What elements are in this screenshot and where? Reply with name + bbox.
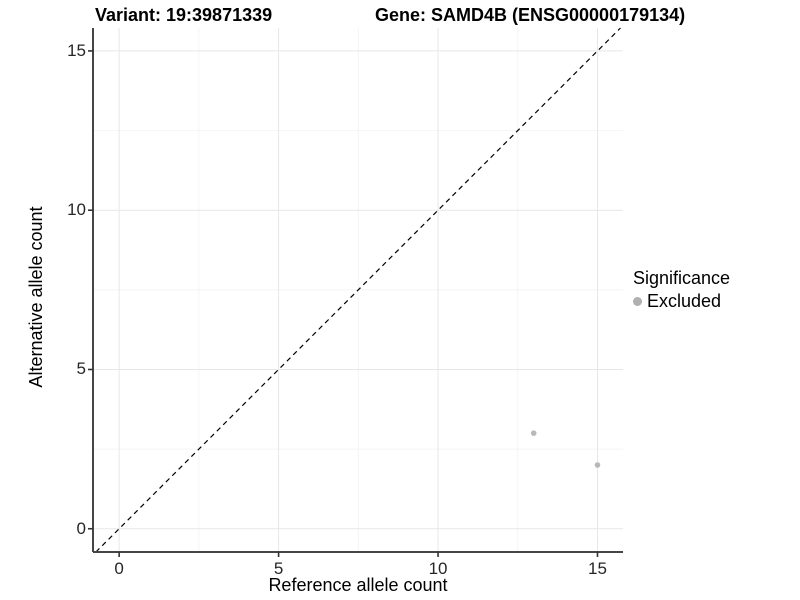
x-tick-label: 15 bbox=[588, 559, 607, 578]
x-tick-label: 5 bbox=[273, 559, 284, 578]
legend-entry: Excluded bbox=[633, 291, 730, 312]
x-axis-title: Reference allele count bbox=[268, 575, 448, 595]
gene-title: Gene: SAMD4B (ENSG00000179134) bbox=[375, 5, 686, 25]
legend: Significance Excluded bbox=[633, 268, 730, 312]
y-tick-label: 5 bbox=[76, 359, 86, 379]
variant-title: Variant: 19:39871339 bbox=[95, 5, 273, 25]
y-axis-title: Alternative allele count bbox=[26, 206, 46, 388]
legend-point-icon bbox=[633, 297, 642, 306]
x-tick-label: 10 bbox=[428, 559, 448, 578]
y-tick-label: 0 bbox=[76, 518, 86, 538]
y-tick-label: 15 bbox=[67, 40, 86, 60]
x-tick-label: 0 bbox=[114, 559, 124, 578]
legend-title: Significance bbox=[633, 268, 731, 288]
legend-entry-label: Excluded bbox=[647, 291, 722, 311]
y-tick-label: 10 bbox=[67, 200, 86, 220]
